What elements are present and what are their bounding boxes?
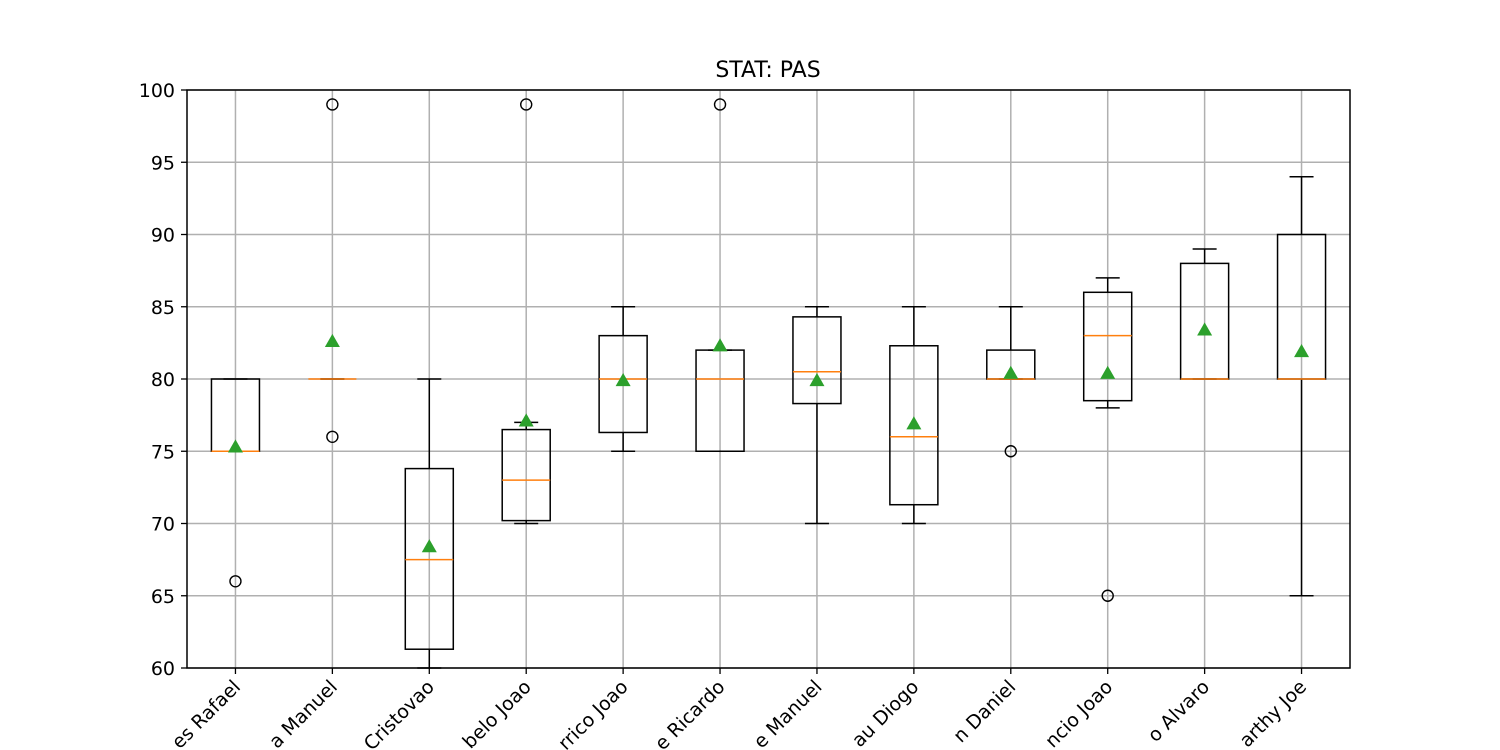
outlier-point (1004, 445, 1017, 458)
box-group (889, 306, 939, 525)
y-tick-label: 75 (151, 441, 175, 463)
mean-marker (1294, 344, 1310, 358)
box-group (792, 306, 842, 525)
y-tick-label: 80 (151, 369, 175, 391)
y-tick-label: 70 (151, 514, 175, 536)
box-group (695, 98, 745, 453)
outlier-point (229, 575, 242, 588)
y-tick-label: 60 (151, 658, 175, 680)
box-group (1276, 175, 1327, 597)
y-tick-label: 100 (139, 80, 175, 102)
chart-title: STAT: PAS (715, 58, 820, 83)
mean-marker (1197, 322, 1213, 336)
mean-marker (421, 539, 437, 553)
y-tick-label: 90 (151, 225, 175, 247)
mean-marker (324, 333, 340, 348)
outlier-point (326, 98, 339, 111)
box-group (986, 306, 1036, 458)
mean-marker (227, 439, 243, 453)
box-group (308, 98, 357, 443)
box-iqr (1082, 291, 1133, 402)
outlier-point (520, 98, 533, 111)
mean-marker (1003, 365, 1019, 379)
box-group (1082, 277, 1133, 602)
box-iqr (598, 334, 648, 434)
mean-marker (809, 372, 825, 387)
y-tick-label: 65 (151, 586, 175, 608)
box-iqr (889, 345, 939, 506)
y-tick-label: 85 (151, 297, 175, 319)
mean-marker (906, 416, 922, 430)
outlier-point (326, 430, 339, 443)
outlier-point (713, 98, 727, 111)
box-iqr (792, 316, 842, 405)
box-iqr (501, 428, 551, 522)
y-axis-ticks: 60 65 70 75 80 85 90 95 100 (139, 80, 187, 680)
box-group (501, 98, 551, 525)
outlier-point (1101, 589, 1114, 602)
y-tick-label: 95 (151, 152, 175, 174)
mean-marker (518, 413, 534, 427)
boxes-layer (210, 98, 1327, 669)
box-group (1179, 248, 1230, 380)
mean-marker (615, 372, 631, 387)
mean-marker (1100, 365, 1116, 379)
mean-marker (712, 338, 728, 352)
box-group (210, 378, 261, 588)
box-group (598, 306, 648, 452)
